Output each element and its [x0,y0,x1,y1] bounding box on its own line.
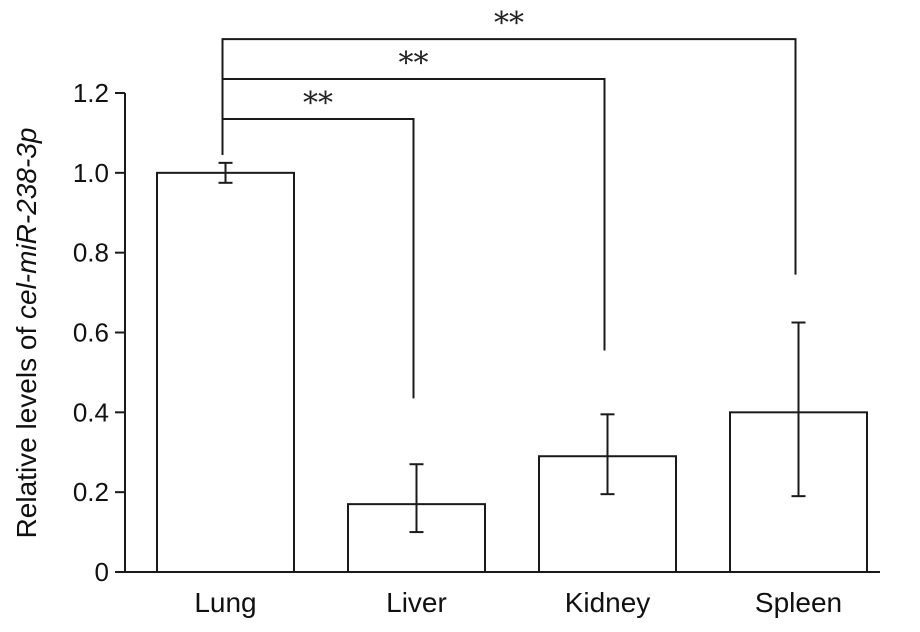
y-tick-label: 1.0 [73,158,109,188]
y-tick-label: 0 [95,557,109,587]
bar-lung [156,171,295,573]
y-axis-label: Relative levels of cel-miR-238-3p [11,128,42,539]
significance-label: ** [399,46,429,81]
y-tick-label: 0.4 [73,397,109,427]
x-tick-label: Lung [194,587,256,618]
x-tick-label: Spleen [755,587,842,618]
significance-label: ** [303,86,333,121]
significance-brackets: ** ** ** [221,6,797,399]
y-tick-label: 0.8 [73,238,109,268]
y-tick-label: 1.2 [73,78,109,108]
axes: 0 0.2 0.4 0.6 0.8 1.0 1.2 Lung Liver Kidney Spleen [73,78,880,618]
y-tick-label: 0.2 [73,477,109,507]
x-tick-label: Kidney [565,587,651,618]
error-bars [218,161,806,534]
significance-label: ** [494,6,524,41]
significance-bracket [221,38,797,275]
x-tick-label: Liver [386,587,447,618]
y-tick-label: 0.6 [73,318,109,348]
bars [156,171,868,574]
